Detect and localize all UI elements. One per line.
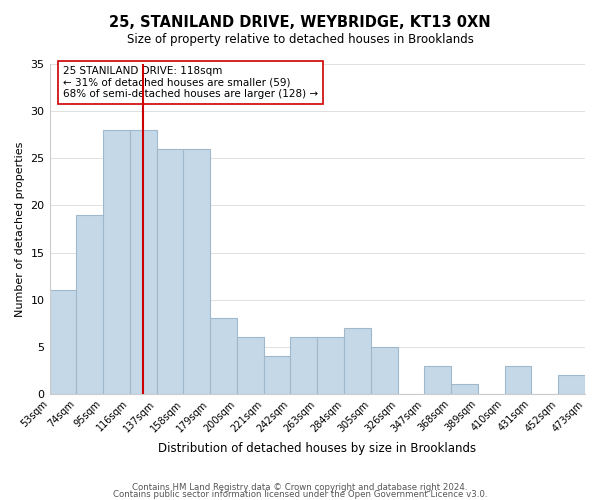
Bar	[210, 318, 237, 394]
Bar	[290, 338, 317, 394]
Text: Contains HM Land Registry data © Crown copyright and database right 2024.: Contains HM Land Registry data © Crown c…	[132, 484, 468, 492]
Bar	[76, 215, 103, 394]
Y-axis label: Number of detached properties: Number of detached properties	[15, 142, 25, 316]
Bar	[317, 338, 344, 394]
Bar	[103, 130, 130, 394]
Bar	[424, 366, 451, 394]
Text: 25 STANILAND DRIVE: 118sqm
← 31% of detached houses are smaller (59)
68% of semi: 25 STANILAND DRIVE: 118sqm ← 31% of deta…	[63, 66, 318, 99]
Bar	[157, 149, 184, 394]
Bar	[184, 149, 210, 394]
Text: Contains public sector information licensed under the Open Government Licence v3: Contains public sector information licen…	[113, 490, 487, 499]
Text: Size of property relative to detached houses in Brooklands: Size of property relative to detached ho…	[127, 32, 473, 46]
Bar	[558, 375, 585, 394]
Bar	[264, 356, 290, 394]
Bar	[237, 338, 264, 394]
Bar	[371, 347, 398, 394]
Bar	[50, 290, 76, 394]
Bar	[451, 384, 478, 394]
Text: 25, STANILAND DRIVE, WEYBRIDGE, KT13 0XN: 25, STANILAND DRIVE, WEYBRIDGE, KT13 0XN	[109, 15, 491, 30]
Bar	[344, 328, 371, 394]
Bar	[130, 130, 157, 394]
Bar	[505, 366, 532, 394]
X-axis label: Distribution of detached houses by size in Brooklands: Distribution of detached houses by size …	[158, 442, 476, 455]
